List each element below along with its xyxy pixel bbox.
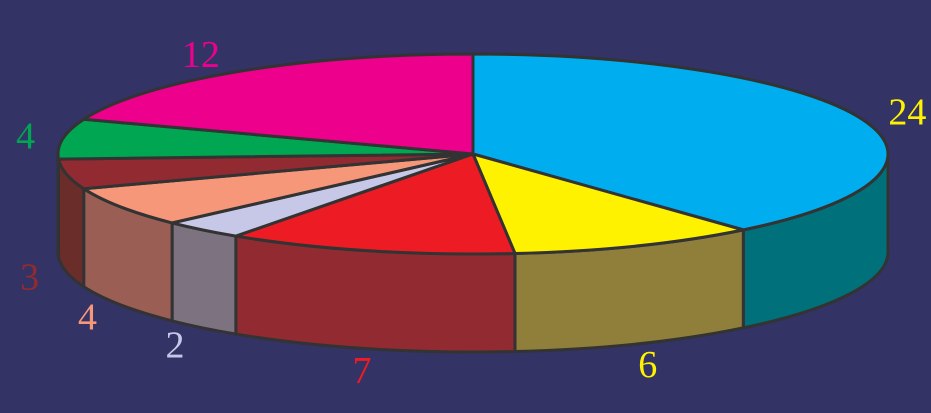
pie-side-3 [170,221,238,336]
data-label-1: 6 [638,344,657,386]
pie-slice-6 [56,117,475,161]
pie-slice-1 [471,152,745,255]
pie-tops [56,52,890,256]
pie-slice-0 [471,52,890,232]
data-label-0: 24 [888,92,926,134]
pie-sides [56,152,890,354]
data-label-3: 2 [165,325,184,367]
pie-slice-2 [234,152,517,256]
data-label-5: 3 [20,257,39,299]
data-label-2: 7 [352,350,371,392]
data-label-6: 4 [16,116,35,158]
pie-slice-7 [82,52,475,156]
data-label-4: 4 [78,297,97,339]
data-label-7: 12 [182,34,220,76]
